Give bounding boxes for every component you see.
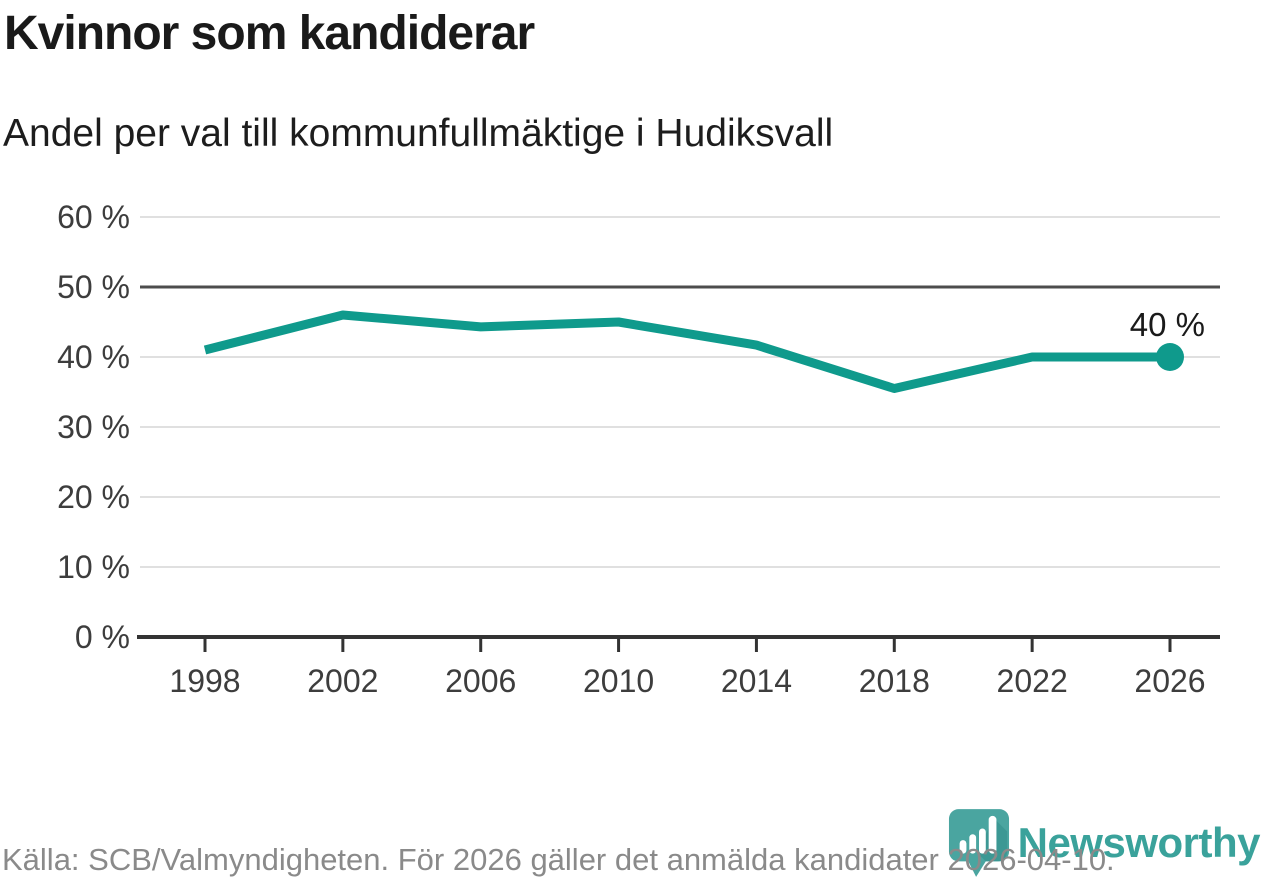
y-tick-label: 10 %	[57, 549, 130, 585]
y-tick-label: 0 %	[75, 619, 130, 655]
page-title: Kvinnor som kandiderar	[4, 7, 535, 60]
x-tick-label: 2002	[307, 663, 378, 699]
x-tick-label: 2014	[721, 663, 792, 699]
brand-wordmark: Newsworthy	[1017, 819, 1261, 866]
x-tick-label: 2022	[997, 663, 1068, 699]
y-tick-label: 60 %	[57, 199, 130, 235]
x-tick-label: 2018	[859, 663, 930, 699]
source-note: Källa: SCB/Valmyndigheten. För 2026 gäll…	[2, 842, 1115, 877]
y-tick-label: 20 %	[57, 479, 130, 515]
page-subtitle: Andel per val till kommunfullmäktige i H…	[3, 112, 834, 155]
newsworthy-logo-icon	[948, 809, 1009, 877]
brand-link[interactable]: Newsworthy	[948, 808, 1261, 878]
data-point-marker	[1156, 343, 1184, 371]
x-tick-label: 2006	[445, 663, 516, 699]
x-tick-label: 2010	[583, 663, 654, 699]
y-tick-label: 50 %	[57, 269, 130, 305]
y-tick-label: 30 %	[57, 409, 130, 445]
data-point-label: 40 %	[1130, 306, 1205, 343]
y-tick-label: 40 %	[57, 339, 130, 375]
data-line	[203, 310, 1170, 393]
x-tick-label: 1998	[169, 663, 240, 699]
x-tick-label: 2026	[1134, 663, 1205, 699]
